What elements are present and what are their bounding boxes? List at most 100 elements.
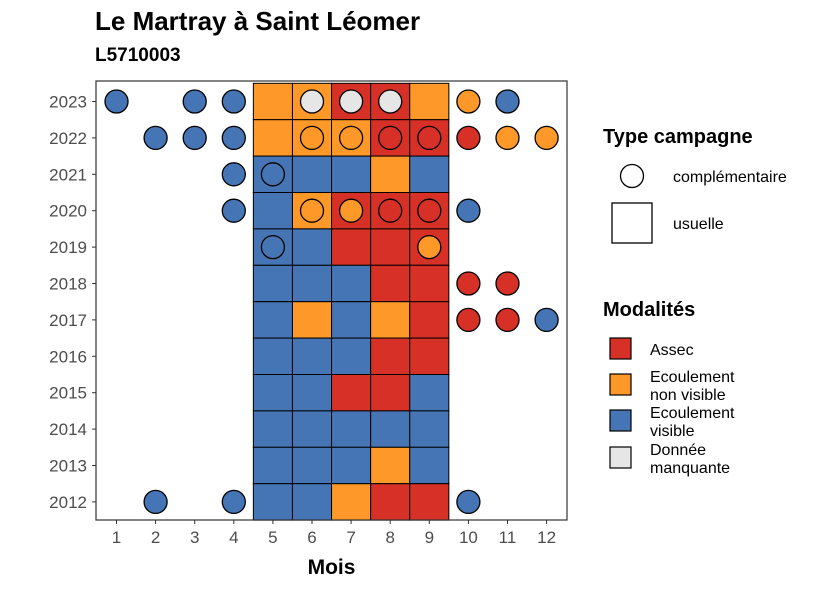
y-tick-label-2021: 2021 bbox=[49, 165, 87, 184]
chart-title: Le Martray à Saint Léomer bbox=[95, 6, 421, 36]
point-2017-10 bbox=[456, 307, 481, 333]
point-2019-9 bbox=[417, 234, 442, 260]
point-2023-1 bbox=[104, 89, 129, 114]
tile-2019-8 bbox=[370, 228, 411, 266]
y-tick-label-2023: 2023 bbox=[49, 93, 87, 112]
y-tick-label-2019: 2019 bbox=[49, 238, 87, 257]
y-tick-label-2017: 2017 bbox=[49, 311, 87, 330]
tile-2012-8 bbox=[370, 483, 411, 521]
tile-2014-9 bbox=[409, 410, 450, 448]
point-2012-2 bbox=[143, 489, 168, 515]
y-tick-label-2014: 2014 bbox=[49, 420, 87, 439]
tile-2021-9 bbox=[409, 155, 450, 194]
legend-type-title: Type campagne bbox=[603, 126, 753, 148]
tile-2021-7 bbox=[331, 155, 372, 194]
y-tick-label-2013: 2013 bbox=[49, 457, 87, 476]
point-2020-8 bbox=[378, 198, 403, 223]
tile-2014-7 bbox=[331, 410, 372, 448]
tile-2018-6 bbox=[291, 264, 333, 303]
tile-2018-8 bbox=[370, 264, 411, 303]
tile-2015-5 bbox=[252, 374, 293, 412]
point-2022-6 bbox=[299, 125, 325, 151]
point-2022-9 bbox=[417, 125, 442, 151]
legend-label-ecoulement-non-visible-line1: Ecoulement bbox=[650, 369, 735, 386]
tile-2017-8 bbox=[370, 301, 411, 339]
point-2023-10 bbox=[456, 89, 481, 114]
tile-2013-6 bbox=[291, 446, 333, 485]
tile-2020-5 bbox=[252, 192, 293, 230]
tile-2015-9 bbox=[409, 374, 450, 412]
tile-2012-5 bbox=[252, 483, 293, 521]
point-2022-12 bbox=[534, 125, 559, 151]
x-tick-label-1: 1 bbox=[112, 528, 121, 547]
x-tick-label-4: 4 bbox=[229, 528, 238, 547]
point-2022-11 bbox=[495, 125, 520, 151]
legend-label-ecoulement-visible-line2: visible bbox=[650, 423, 695, 440]
point-2021-5 bbox=[260, 162, 286, 187]
x-tick-label-7: 7 bbox=[346, 528, 355, 547]
point-2023-11 bbox=[495, 89, 520, 114]
tile-2021-6 bbox=[291, 155, 333, 194]
chart-subtitle: L5710003 bbox=[95, 45, 181, 66]
legend-modalites-title: Modalités bbox=[603, 299, 695, 321]
tile-2016-7 bbox=[331, 337, 372, 376]
point-2022-4 bbox=[221, 125, 246, 151]
legend-square-symbol bbox=[611, 202, 653, 244]
legend-label-donn-e-manquante-line2: manquante bbox=[650, 460, 730, 477]
y-tick-label-2015: 2015 bbox=[49, 384, 87, 403]
tile-2013-9 bbox=[409, 446, 450, 485]
tile-2019-7 bbox=[331, 228, 372, 266]
tile-2023-5 bbox=[252, 82, 293, 121]
point-2022-7 bbox=[338, 125, 364, 151]
legend: Type campagne complémentaire usuelle Modali… bbox=[603, 126, 787, 477]
point-2023-3 bbox=[182, 89, 207, 114]
tile-2014-8 bbox=[370, 410, 411, 448]
x-tick-label-5: 5 bbox=[268, 528, 277, 547]
legend-type-label-circle: complémentaire bbox=[673, 169, 787, 186]
tile-2014-6 bbox=[291, 410, 333, 448]
x-tick-label-11: 11 bbox=[499, 528, 517, 547]
tile-2019-6 bbox=[291, 228, 333, 266]
tile-2023-9 bbox=[409, 82, 450, 121]
legend-label-ecoulement-non-visible-line2: non visible bbox=[650, 387, 726, 404]
x-tick-label-8: 8 bbox=[385, 528, 394, 547]
point-2020-9 bbox=[417, 198, 442, 223]
tile-2012-7 bbox=[331, 483, 372, 521]
tile-2012-6 bbox=[291, 483, 333, 521]
tile-2013-7 bbox=[331, 446, 372, 485]
point-2017-12 bbox=[534, 307, 559, 333]
point-2020-7 bbox=[338, 198, 364, 223]
legend-key-assec bbox=[609, 337, 632, 360]
legend-key-ecoulement-non-visible bbox=[609, 373, 632, 396]
y-tick-label-2016: 2016 bbox=[49, 347, 87, 366]
tile-2021-8 bbox=[370, 155, 411, 194]
legend-type-label-square: usuelle bbox=[673, 216, 724, 233]
point-2020-6 bbox=[299, 198, 325, 223]
point-2021-4 bbox=[221, 162, 246, 187]
tile-2015-7 bbox=[331, 374, 372, 412]
tile-2018-9 bbox=[409, 264, 450, 303]
tile-2014-5 bbox=[252, 410, 293, 448]
point-2018-11 bbox=[495, 271, 520, 296]
legend-label-assec: Assec bbox=[650, 342, 694, 359]
legend-label-donn-e-manquante-line1: Donnée bbox=[650, 442, 706, 459]
y-tick-label-2018: 2018 bbox=[49, 275, 87, 294]
point-2017-11 bbox=[495, 307, 520, 333]
point-2023-6 bbox=[299, 89, 325, 114]
x-tick-label-10: 10 bbox=[459, 528, 478, 547]
tile-2018-7 bbox=[331, 264, 372, 303]
tile-2015-8 bbox=[370, 374, 411, 412]
x-tick-label-9: 9 bbox=[425, 528, 434, 547]
legend-key-donn-e-manquante bbox=[609, 446, 632, 469]
tile-2015-6 bbox=[291, 374, 333, 412]
point-2020-4 bbox=[221, 198, 246, 223]
tile-2017-7 bbox=[331, 301, 372, 339]
axes: 1 2 3 4 5 6 7 8 9 10 11 122012201320142015201620172… bbox=[49, 80, 568, 579]
panel-border bbox=[95, 80, 568, 521]
tile-2017-9 bbox=[409, 301, 450, 339]
tile-2012-9 bbox=[409, 483, 450, 521]
point-2022-3 bbox=[182, 125, 207, 151]
tile-2016-9 bbox=[409, 337, 450, 376]
point-2018-10 bbox=[456, 271, 481, 296]
